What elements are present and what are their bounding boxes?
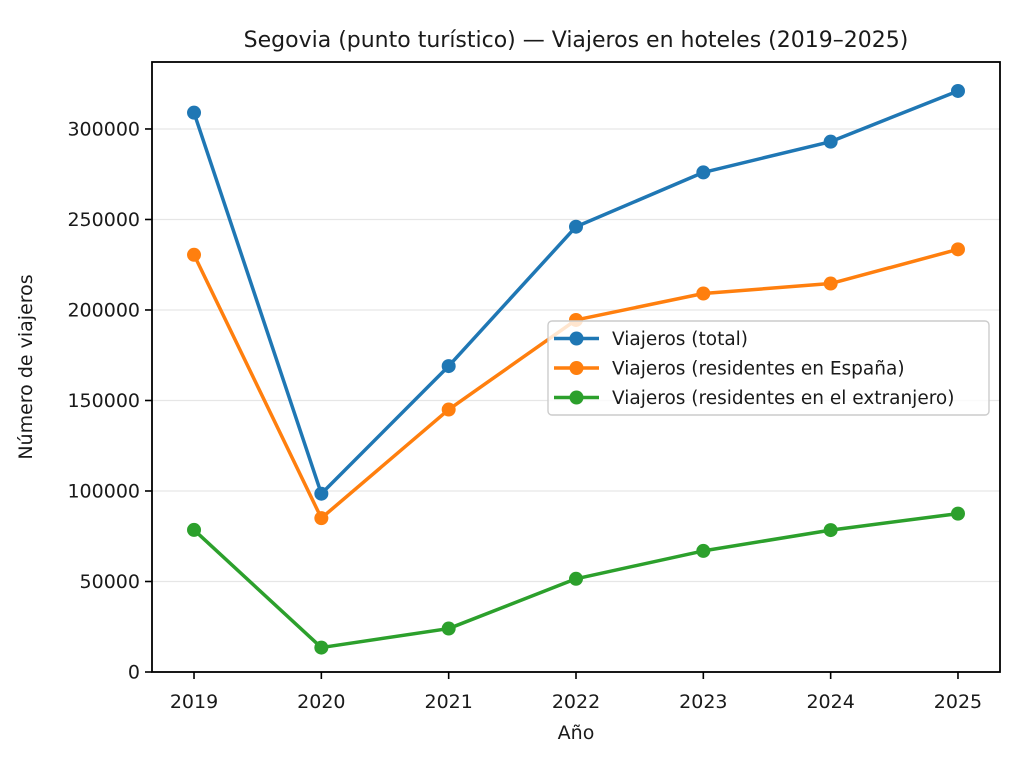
data-point-residentes-extranjero-2025 [950,506,965,521]
x-tick-label: 2025 [934,691,982,713]
legend-marker [569,331,584,346]
data-point-total-2023 [696,165,711,180]
legend-label-total: Viajeros (total) [612,329,748,350]
x-axis-label: Año [558,722,595,744]
data-point-total-2020 [314,486,329,501]
y-tick-label: 250000 [67,209,140,231]
data-point-total-2024 [823,134,838,149]
tick-labels-layer: 0 50000 100000 150000 200000 250000 300000 2019… [67,118,982,713]
legend-label-residentes-espana: Viajeros (residentes en España) [612,359,905,380]
data-point-residentes-extranjero-2022 [569,571,583,586]
data-point-residentes-extranjero-2021 [441,621,456,636]
data-point-total-2022 [569,219,583,234]
axes-layer [145,61,1001,679]
data-point-residentes-extranjero-2020 [314,640,329,655]
data-point-total-2019 [187,105,202,120]
y-tick-label: 0 [128,662,140,684]
data-point-residentes-espana-2023 [696,286,711,301]
x-tick-label: 2024 [806,691,854,713]
series-line-total [192,89,960,496]
legend-entry-residentes-extranjero: Viajeros (residentes en el extranjero) [554,388,954,409]
data-point-total-2021 [441,359,456,374]
y-tick-label: 100000 [67,480,140,502]
data-point-residentes-extranjero-2023 [696,543,711,558]
y-tick-label: 300000 [67,118,140,140]
data-point-residentes-espana-2019 [187,247,202,262]
gridlines-layer [152,128,1000,673]
x-tick-label: 2023 [679,691,727,713]
y-tick-label: 50000 [80,571,140,593]
chart-title: Segovia (punto turístico) — Viajeros en … [244,28,909,53]
data-point-residentes-espana-2020 [314,511,329,526]
y-axis-label: Número de viajeros [15,274,37,459]
y-tick-label: 150000 [67,390,140,412]
y-tick-label: 200000 [67,299,140,321]
data-point-residentes-extranjero-2019 [187,522,202,537]
legend-entry-residentes-espana: Viajeros (residentes en España) [554,359,905,380]
legend-box [547,320,990,416]
x-tick-label: 2021 [424,691,472,713]
data-point-residentes-espana-2025 [950,242,965,257]
data-point-residentes-espana-2024 [823,276,838,291]
x-tick-label: 2019 [170,691,218,713]
x-tick-label: 2020 [297,691,345,713]
series-total [187,83,965,501]
legend: Viajeros (total) Viajeros (residentes en … [547,320,990,416]
x-tick-label: 2022 [552,691,600,713]
data-point-residentes-extranjero-2024 [823,523,838,538]
data-point-total-2025 [950,83,965,98]
legend-entry-total: Viajeros (total) [554,329,748,350]
series-residentes-espana [187,242,965,526]
legend-marker [569,361,584,375]
series-layer [187,83,965,655]
series-residentes-extranjero [187,506,965,655]
data-point-residentes-espana-2021 [441,402,456,417]
legend-marker [569,390,584,405]
legend-label-residentes-extranjero: Viajeros (residentes en el extranjero) [612,388,954,409]
